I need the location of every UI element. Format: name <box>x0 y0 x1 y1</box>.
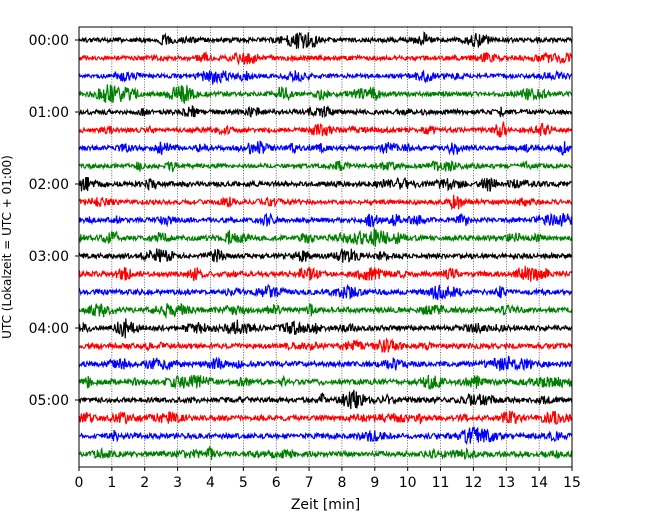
x-tick-label: 6 <box>272 475 281 491</box>
x-tick-label: 15 <box>563 475 581 491</box>
y-tick-label: 01:00 <box>29 105 69 121</box>
seismic-trace <box>78 104 573 119</box>
seismic-trace <box>78 69 573 85</box>
x-tick-label: 0 <box>75 475 84 491</box>
seismic-trace <box>78 426 573 446</box>
y-tick-label: 05:00 <box>29 393 69 409</box>
seismic-trace <box>78 160 573 173</box>
y-axis-label: UTC (Lokalzeit = UTC + 01:00) <box>0 155 14 339</box>
seismic-trace <box>78 283 573 301</box>
seismic-trace <box>78 84 573 104</box>
x-tick-label: 9 <box>370 475 379 491</box>
seismic-trace <box>78 228 573 247</box>
plot-background <box>79 27 572 467</box>
seismic-trace <box>78 212 573 228</box>
x-tick-label: 12 <box>464 475 482 491</box>
seismic-trace <box>78 120 573 138</box>
x-axis-label: Zeit [min] <box>291 497 360 513</box>
x-tick-label: 3 <box>173 475 182 491</box>
seismic-trace <box>78 31 573 49</box>
seismic-trace <box>78 374 573 391</box>
x-tick-label: 11 <box>432 475 450 491</box>
seismic-trace <box>78 248 573 263</box>
seismic-trace <box>78 303 573 320</box>
seismic-trace <box>78 177 573 192</box>
x-tick-label: 2 <box>140 475 149 491</box>
x-tick-label: 8 <box>337 475 346 491</box>
y-tick-label: 04:00 <box>29 321 69 337</box>
y-tick-label: 00:00 <box>29 33 69 49</box>
x-tick-label: 5 <box>239 475 248 491</box>
plot-frame <box>78 26 573 468</box>
seismic-trace <box>78 389 573 410</box>
seismic-trace <box>78 445 573 460</box>
seismic-trace <box>78 194 573 211</box>
x-axis-ticks: 0 1 2 3 4 5 6 7 8 9 10 11 12 13 14 15 <box>75 467 581 491</box>
y-tick-label: 03:00 <box>29 249 69 265</box>
seismic-trace <box>78 140 573 157</box>
seismic-trace <box>78 318 573 339</box>
seismic-trace <box>78 355 573 372</box>
seismic-trace <box>78 265 573 282</box>
seismic-traces <box>78 31 573 460</box>
grid-lines <box>111 27 540 467</box>
x-tick-label: 7 <box>305 475 314 491</box>
x-tick-label: 13 <box>497 475 515 491</box>
y-axis-ticks: 00:00 01:00 02:00 03:00 04:00 05:00 <box>29 33 79 409</box>
seismic-trace <box>78 50 573 66</box>
x-tick-label: 10 <box>399 475 417 491</box>
x-tick-label: 4 <box>206 475 215 491</box>
seismic-trace <box>78 337 573 353</box>
x-tick-label: 14 <box>530 475 548 491</box>
seismic-trace <box>78 410 573 425</box>
x-tick-label: 1 <box>107 475 116 491</box>
y-tick-label: 02:00 <box>29 177 69 193</box>
